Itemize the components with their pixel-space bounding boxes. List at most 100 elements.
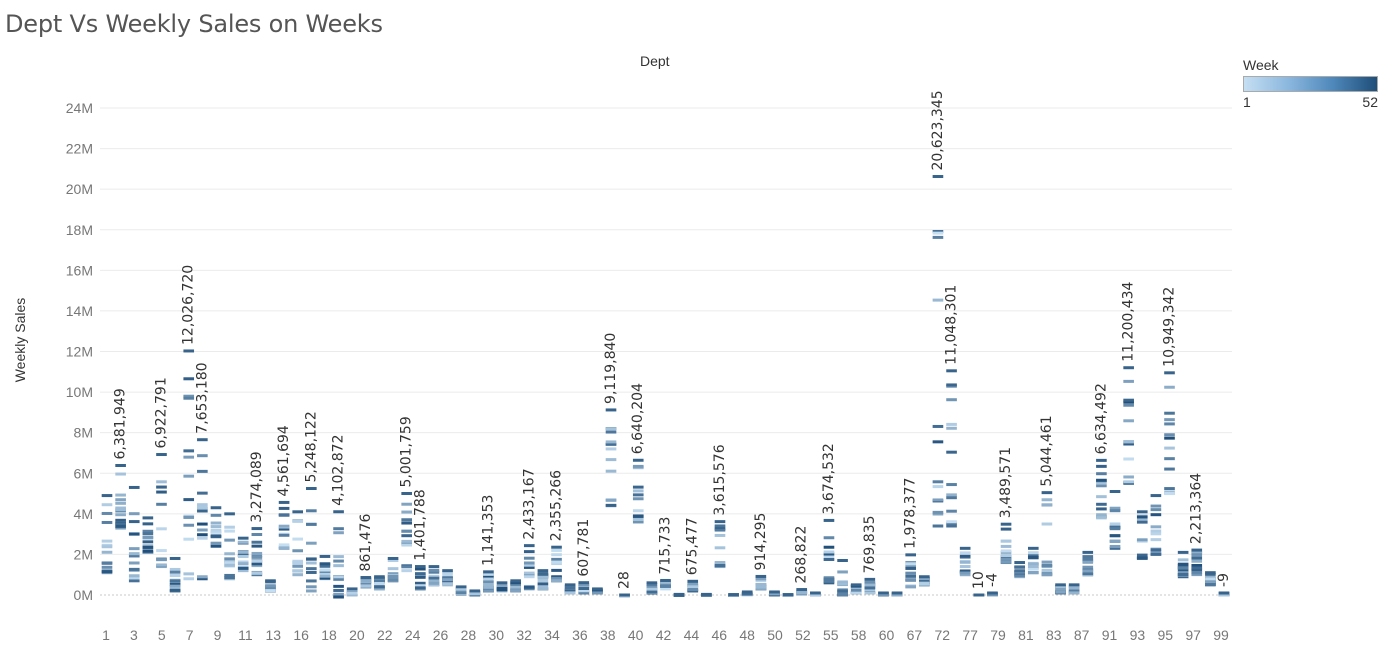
weekly-sales-mark[interactable] (442, 578, 453, 582)
weekly-sales-mark[interactable] (183, 394, 195, 398)
dept-strip[interactable] (741, 590, 753, 597)
weekly-sales-mark[interactable] (210, 534, 222, 538)
dept-strip[interactable] (578, 581, 590, 595)
weekly-sales-mark[interactable] (224, 573, 235, 577)
weekly-sales-mark[interactable] (932, 175, 944, 179)
weekly-sales-mark[interactable] (483, 583, 494, 587)
weekly-sales-mark[interactable] (128, 567, 140, 571)
weekly-sales-mark[interactable] (1014, 561, 1025, 565)
weekly-sales-mark[interactable] (1096, 507, 1107, 511)
weekly-sales-mark[interactable] (210, 530, 222, 534)
weekly-sales-mark[interactable] (1150, 504, 1162, 508)
weekly-sales-mark[interactable] (1096, 458, 1107, 462)
weekly-sales-mark[interactable] (224, 512, 235, 516)
weekly-sales-mark[interactable] (810, 591, 821, 595)
weekly-sales-mark[interactable] (197, 491, 208, 495)
dept-strip[interactable] (1191, 548, 1203, 577)
weekly-sales-mark[interactable] (483, 575, 494, 579)
weekly-sales-mark[interactable] (823, 518, 835, 522)
weekly-sales-mark[interactable] (959, 546, 971, 550)
weekly-sales-mark[interactable] (115, 506, 126, 510)
weekly-sales-mark[interactable] (128, 554, 140, 558)
weekly-sales-mark[interactable] (605, 503, 617, 507)
weekly-sales-mark[interactable] (1177, 572, 1189, 576)
weekly-sales-mark[interactable] (128, 532, 140, 536)
weekly-sales-mark[interactable] (469, 589, 481, 593)
weekly-sales-mark[interactable] (237, 560, 249, 564)
weekly-sales-mark[interactable] (946, 520, 957, 524)
weekly-sales-mark[interactable] (101, 561, 113, 565)
weekly-sales-mark[interactable] (823, 536, 835, 540)
weekly-sales-mark[interactable] (605, 447, 617, 451)
weekly-sales-mark[interactable] (142, 532, 154, 536)
weekly-sales-mark[interactable] (237, 536, 249, 540)
weekly-sales-mark[interactable] (837, 593, 848, 597)
weekly-sales-mark[interactable] (959, 551, 971, 555)
weekly-sales-mark[interactable] (197, 509, 208, 513)
weekly-sales-mark[interactable] (632, 514, 644, 518)
weekly-sales-mark[interactable] (469, 592, 481, 596)
weekly-sales-mark[interactable] (292, 510, 304, 514)
weekly-sales-mark[interactable] (946, 450, 957, 454)
dept-strip[interactable] (1136, 510, 1148, 560)
weekly-sales-mark[interactable] (1136, 510, 1148, 514)
weekly-sales-mark[interactable] (224, 561, 235, 565)
weekly-sales-mark[interactable] (1164, 487, 1175, 491)
weekly-sales-mark[interactable] (292, 549, 304, 553)
dept-strip[interactable] (496, 581, 508, 593)
weekly-sales-mark[interactable] (660, 587, 671, 591)
weekly-sales-mark[interactable] (1136, 515, 1148, 519)
weekly-sales-mark[interactable] (306, 561, 317, 565)
weekly-sales-mark[interactable] (128, 547, 140, 551)
weekly-sales-mark[interactable] (442, 570, 453, 574)
weekly-sales-mark[interactable] (183, 396, 195, 400)
weekly-sales-mark[interactable] (414, 575, 426, 579)
weekly-sales-mark[interactable] (523, 575, 535, 579)
weekly-sales-mark[interactable] (919, 577, 930, 581)
weekly-sales-mark[interactable] (510, 581, 521, 585)
weekly-sales-mark[interactable] (101, 503, 113, 507)
weekly-sales-mark[interactable] (251, 555, 263, 559)
weekly-sales-mark[interactable] (1096, 472, 1107, 476)
weekly-sales-mark[interactable] (319, 564, 331, 568)
weekly-sales-mark[interactable] (278, 543, 290, 547)
dept-strip[interactable] (1109, 490, 1121, 550)
weekly-sales-mark[interactable] (551, 560, 562, 564)
weekly-sales-mark[interactable] (1205, 571, 1216, 575)
weekly-sales-mark[interactable] (360, 584, 372, 588)
weekly-sales-mark[interactable] (959, 565, 971, 569)
dept-strip[interactable] (932, 175, 944, 528)
weekly-sales-mark[interactable] (660, 580, 671, 584)
weekly-sales-mark[interactable] (156, 558, 167, 562)
weekly-sales-mark[interactable] (156, 549, 167, 553)
weekly-sales-mark[interactable] (455, 585, 467, 589)
weekly-sales-mark[interactable] (537, 585, 549, 589)
dept-strip[interactable] (619, 593, 630, 598)
weekly-sales-mark[interactable] (946, 426, 957, 430)
weekly-sales-mark[interactable] (1014, 569, 1025, 573)
weekly-sales-mark[interactable] (1027, 554, 1039, 558)
dept-strip[interactable] (687, 579, 699, 593)
weekly-sales-mark[interactable] (1123, 400, 1134, 404)
weekly-sales-mark[interactable] (1177, 550, 1189, 554)
weekly-sales-mark[interactable] (197, 503, 208, 507)
weekly-sales-mark[interactable] (510, 589, 521, 593)
weekly-sales-mark[interactable] (115, 493, 126, 497)
weekly-sales-mark[interactable] (1109, 539, 1121, 543)
weekly-sales-mark[interactable] (1096, 515, 1107, 519)
weekly-sales-mark[interactable] (1041, 573, 1053, 577)
weekly-sales-mark[interactable] (946, 524, 957, 528)
weekly-sales-mark[interactable] (142, 544, 154, 548)
weekly-sales-mark[interactable] (156, 527, 167, 531)
weekly-sales-mark[interactable] (1191, 566, 1203, 570)
weekly-sales-mark[interactable] (755, 577, 767, 581)
dept-strip[interactable] (823, 518, 835, 585)
weekly-sales-mark[interactable] (428, 579, 440, 583)
weekly-sales-mark[interactable] (401, 521, 412, 525)
weekly-sales-mark[interactable] (333, 592, 344, 596)
weekly-sales-mark[interactable] (523, 565, 535, 569)
dept-strip[interactable] (197, 438, 208, 581)
dept-strip[interactable] (891, 591, 903, 597)
weekly-sales-mark[interactable] (523, 544, 535, 548)
weekly-sales-mark[interactable] (660, 578, 671, 582)
